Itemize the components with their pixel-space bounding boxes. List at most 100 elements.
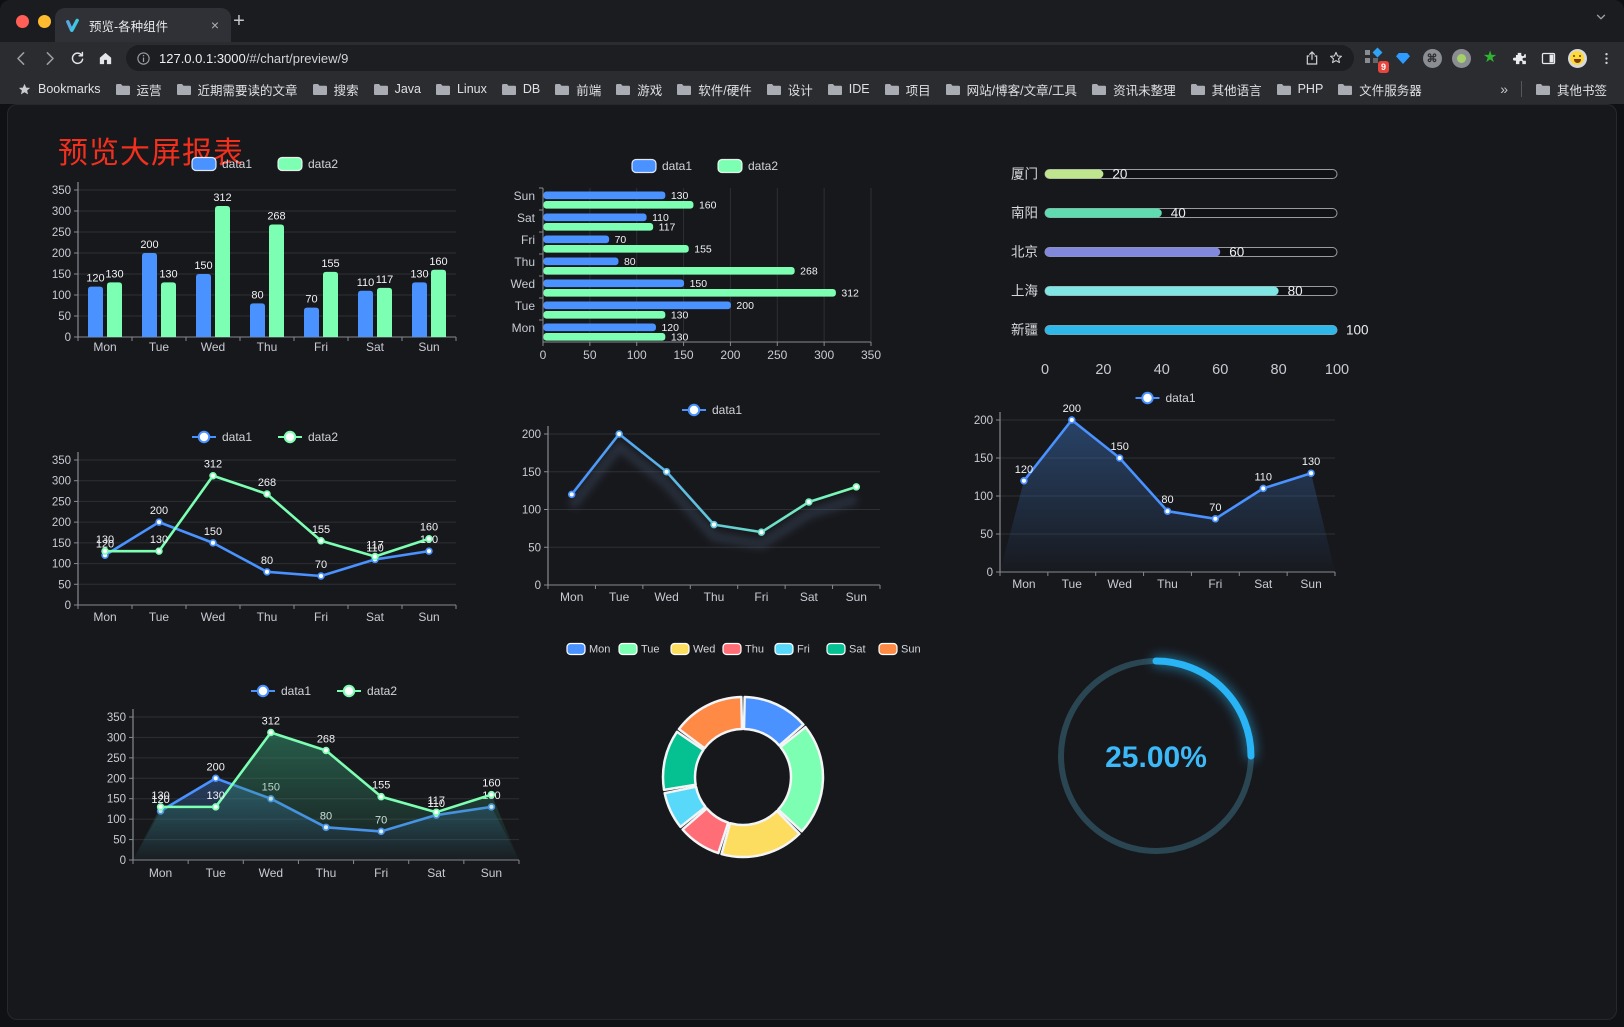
- svg-text:Mon: Mon: [512, 321, 535, 335]
- svg-text:130: 130: [671, 331, 689, 343]
- area-two-svg: 0 50 100 150 200 250 300 350 Mon Tue Wed Thu Fri Sat S…: [107, 684, 520, 880]
- svg-text:200: 200: [720, 348, 740, 362]
- green-star-extension-icon[interactable]: ★: [1482, 49, 1498, 66]
- svg-text:80: 80: [1288, 284, 1303, 299]
- svg-text:80: 80: [261, 555, 273, 567]
- minimize-window-button[interactable]: [38, 15, 51, 28]
- svg-text:120: 120: [86, 273, 104, 285]
- svg-text:data1: data1: [222, 157, 252, 171]
- bookmark-item[interactable]: 其他语言: [1183, 77, 1269, 102]
- svg-text:Mon: Mon: [149, 866, 172, 880]
- donut-slice-Thu[interactable]: [681, 807, 730, 855]
- svg-text:268: 268: [800, 265, 818, 277]
- bookmark-item[interactable]: 运营: [108, 77, 169, 102]
- back-button[interactable]: [8, 45, 34, 71]
- legend-item-data1[interactable]: data1: [191, 156, 252, 172]
- folder-icon: [884, 83, 899, 95]
- chart-gauge: 25.00%: [1038, 640, 1274, 876]
- tab-search-chevron-icon[interactable]: [1594, 10, 1608, 29]
- puzzle-extensions-icon[interactable]: [1509, 48, 1529, 68]
- home-button[interactable]: [92, 45, 118, 71]
- donut-slice-Mon[interactable]: [742, 695, 805, 747]
- svg-text:data1: data1: [662, 159, 692, 173]
- command-extension-icon[interactable]: ⌘: [1422, 48, 1442, 68]
- bookmark-item[interactable]: DB: [494, 79, 547, 99]
- extension-grid-icon[interactable]: 9: [1364, 47, 1389, 73]
- close-window-button[interactable]: [16, 15, 29, 28]
- bookmark-item[interactable]: 游戏: [608, 77, 669, 102]
- folder-icon: [616, 83, 631, 95]
- donut-slice-Tue[interactable]: [776, 725, 825, 833]
- legend-item-Fri[interactable]: Fri: [774, 642, 810, 656]
- legend-item-data2[interactable]: data2: [717, 158, 778, 174]
- svg-text:Thu: Thu: [704, 590, 725, 604]
- legend-item-Mon[interactable]: Mon: [566, 642, 610, 656]
- new-tab-button[interactable]: +: [233, 9, 245, 32]
- forward-button[interactable]: [36, 45, 62, 71]
- browser-tab[interactable]: 预览-各种组件 ×: [55, 8, 231, 42]
- svg-text:160: 160: [482, 778, 500, 790]
- svg-text:0: 0: [987, 567, 993, 579]
- legend-item-Sat[interactable]: Sat: [826, 642, 866, 656]
- bookmark-item[interactable]: 资讯未整理: [1084, 77, 1183, 102]
- bookmark-item[interactable]: 前端: [547, 77, 608, 102]
- legend-item-data1[interactable]: data1: [682, 403, 742, 417]
- legend-item-data2[interactable]: data2: [337, 684, 397, 698]
- bookmark-star-icon[interactable]: [1328, 50, 1344, 66]
- bookmark-item[interactable]: 网站/博客/文章/工具: [938, 77, 1084, 102]
- recorder-extension-icon[interactable]: [1451, 48, 1471, 68]
- legend-item-Wed[interactable]: Wed: [670, 642, 715, 656]
- donut-slice-Sat[interactable]: [661, 730, 705, 792]
- bookmark-item[interactable]: 近期需要读的文章: [169, 77, 305, 102]
- svg-text:Sat: Sat: [366, 610, 385, 624]
- svg-text:150: 150: [1110, 441, 1128, 453]
- bookmark-item[interactable]: 设计: [759, 77, 820, 102]
- legend-item-Sun[interactable]: Sun: [878, 642, 921, 656]
- address-bar[interactable]: 127.0.0.1:3000/#/chart/preview/9: [126, 45, 1354, 71]
- legend-item-Tue[interactable]: Tue: [618, 642, 660, 656]
- legend-item-data1[interactable]: data1: [251, 684, 311, 698]
- folder-icon: [501, 83, 516, 95]
- tab-close-button[interactable]: ×: [210, 17, 219, 33]
- svg-text:Fri: Fri: [521, 233, 535, 247]
- bookmarks-overflow-chevron[interactable]: »: [1500, 81, 1508, 97]
- svg-text:data1: data1: [281, 684, 311, 698]
- chart-line-area: 0 50 100 150 200 Mon Tue Wed Thu Fri Sat Sun data1 12…: [958, 388, 1358, 600]
- bookmarks-manager-item[interactable]: Bookmarks: [10, 79, 108, 100]
- folder-icon: [1092, 83, 1107, 95]
- menu-dots-icon[interactable]: [1596, 48, 1616, 68]
- reload-button[interactable]: [64, 45, 90, 71]
- bookmark-item[interactable]: Linux: [428, 79, 494, 99]
- legend-item-Thu[interactable]: Thu: [722, 642, 764, 656]
- svg-text:110: 110: [652, 212, 669, 224]
- bookmark-item[interactable]: 搜索: [305, 77, 366, 102]
- gem-extension-icon[interactable]: [1393, 48, 1413, 68]
- share-icon[interactable]: [1304, 50, 1320, 66]
- bookmark-item[interactable]: IDE: [820, 79, 877, 99]
- bookmark-item[interactable]: Java: [366, 79, 428, 99]
- svg-text:100: 100: [974, 491, 993, 503]
- svg-text:0: 0: [1041, 362, 1049, 378]
- legend-item-data2[interactable]: data2: [277, 156, 338, 172]
- bookmark-item[interactable]: PHP: [1269, 79, 1331, 99]
- legend-item-data1[interactable]: data1: [1135, 391, 1196, 405]
- side-panel-icon[interactable]: [1538, 48, 1558, 68]
- svg-text:130: 130: [207, 790, 225, 802]
- bookmark-item[interactable]: 软件/硬件: [669, 77, 758, 102]
- svg-text:Mon: Mon: [93, 340, 116, 354]
- profile-avatar[interactable]: [1567, 48, 1587, 68]
- donut-slice-Sun[interactable]: [677, 695, 744, 750]
- legend-item-data1[interactable]: data1: [631, 158, 692, 174]
- site-info-icon[interactable]: [136, 51, 151, 66]
- legend-item-data2[interactable]: data2: [278, 430, 338, 444]
- legend-item-data1[interactable]: data1: [192, 430, 252, 444]
- bookmark-item[interactable]: 文件服务器: [1330, 77, 1429, 102]
- donut-slice-Wed[interactable]: [720, 809, 801, 859]
- donut-slice-Fri[interactable]: [663, 785, 707, 829]
- svg-text:data1: data1: [1166, 391, 1196, 405]
- bookmark-item[interactable]: 项目: [877, 77, 938, 102]
- other-bookmarks-item[interactable]: 其他书签: [1528, 77, 1614, 102]
- svg-text:100: 100: [522, 505, 541, 517]
- svg-text:110: 110: [428, 798, 446, 810]
- svg-text:150: 150: [674, 348, 694, 362]
